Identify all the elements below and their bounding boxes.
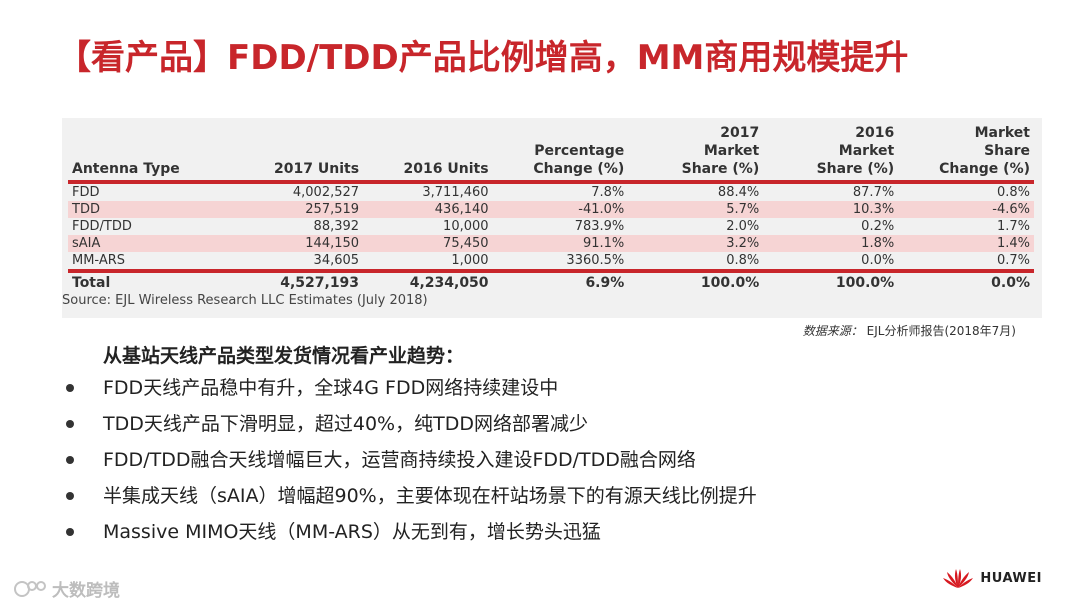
cell: 1.4% [898,235,1034,252]
cell: 34,605 [313,253,360,268]
col-2017-share: 2017 Market Share (%) [681,125,760,177]
cell: 257,519 [219,201,364,218]
cell: Total [68,269,220,293]
cell: 144,150 [219,235,364,252]
brand-name: HUAWEI [980,570,1042,586]
table-row: MM-ARS 34,605 1,000 3360.5% 0.8% 0.0% 0.… [68,252,1034,271]
cell: 0.8% [726,253,760,268]
table-row: sAIA 144,150 75,450 91.1% 3.2% 1.8% 1.4% [68,235,1034,252]
cell: 4,002,527 [219,180,364,201]
cell: FDD [68,180,220,201]
bullet-icon [66,492,74,500]
cell: 100.0% [628,269,764,293]
cell: 1,000 [451,253,489,268]
cell: 75,450 [363,235,493,252]
slide-title: 【看产品】FDD/TDD产品比例增高，MM商用规模提升 [57,38,909,78]
cell: 5.7% [628,201,764,218]
cell: 0.8% [898,180,1034,201]
col-2016-share: 2016 Market Share (%) [816,125,895,177]
bullet-list: FDD天线产品稳中有升，全球4G FDD网络持续建设中 TDD天线产品下滑明显，… [62,370,757,550]
cell: -41.0% [492,201,629,218]
list-item: TDD天线产品下滑明显，超过40%，纯TDD网络部署减少 [62,406,757,442]
cell: 436,140 [363,201,493,218]
cell: 4,527,193 [219,269,364,293]
watermark-text: 大数跨境 [52,581,120,601]
bullet-icon [66,456,74,464]
table-row: FDD 4,002,527 3,711,460 7.8% 88.4% 87.7%… [68,180,1034,201]
bullet-icon [66,528,74,536]
cell: 10.3% [763,201,899,218]
cell: 7.8% [492,180,629,201]
col-antenna-type: Antenna Type [72,161,180,177]
cell: MM-ARS [72,253,126,268]
table-row: TDD 257,519 436,140 -41.0% 5.7% 10.3% -4… [68,201,1034,218]
antenna-table-panel: Antenna Type 2017 Units 2016 Units Perce… [62,118,1042,318]
list-item: Massive MIMO天线（MM-ARS）从无到有，增长势头迅猛 [62,514,757,550]
col-share-change: Market Share Change (%) [939,125,1030,177]
cell: 88,392 [313,219,360,234]
cell: FDD/TDD [72,219,132,234]
bullet-icon [66,384,74,392]
antenna-table: Antenna Type 2017 Units 2016 Units Perce… [68,124,1034,293]
cell: 1.8% [763,235,899,252]
table-header-row: Antenna Type 2017 Units 2016 Units Perce… [68,124,1034,182]
data-reference: 数据来源： EJL分析师报告(2018年7月) [803,322,1016,339]
cell: TDD [68,201,220,218]
cell: 0.0% [898,269,1034,293]
col-2017-units: 2017 Units [274,161,360,177]
col-2016-units: 2016 Units [403,161,489,177]
cell: 3.2% [628,235,764,252]
list-item: 半集成天线（sAIA）增幅超90%，主要体现在杆站场景下的有源天线比例提升 [62,478,757,514]
reference-label: 数据来源： [802,324,863,338]
cell: 3360.5% [566,253,625,268]
cell: -4.6% [898,201,1034,218]
cell: 0.7% [996,253,1030,268]
cell: 1.7% [996,219,1030,234]
cell: 88.4% [628,180,764,201]
cell: 0.2% [861,219,895,234]
list-item: FDD/TDD融合天线增幅巨大，运营商持续投入建设FDD/TDD融合网络 [62,442,757,478]
cell: 91.1% [492,235,629,252]
reference-value: EJL分析师报告(2018年7月) [866,324,1016,338]
watermark-logo-icon [14,580,46,597]
cell: 3,711,460 [363,180,493,201]
cell: 0.0% [861,253,895,268]
table-total-row: Total 4,527,193 4,234,050 6.9% 100.0% 10… [68,269,1034,293]
watermark: 大数跨境 [14,576,120,601]
cell: 100.0% [763,269,899,293]
col-pct-change: Percentage Change (%) [533,143,625,177]
cell: 2.0% [726,219,760,234]
bullet-icon [66,420,74,428]
cell: sAIA [68,235,220,252]
cell: 783.9% [574,219,625,234]
cell: 6.9% [492,269,629,293]
cell: 87.7% [763,180,899,201]
huawei-logo: HUAWEI [942,566,1042,590]
list-item: FDD天线产品稳中有升，全球4G FDD网络持续建设中 [62,370,757,406]
cell: 4,234,050 [363,269,493,293]
table-row: FDD/TDD 88,392 10,000 783.9% 2.0% 0.2% 1… [68,218,1034,235]
huawei-flower-icon [943,569,974,588]
cell: 10,000 [443,219,489,234]
section-subtitle: 从基站天线产品类型发货情况看产业趋势： [103,345,465,367]
table-source: Source: EJL Wireless Research LLC Estima… [62,293,428,308]
